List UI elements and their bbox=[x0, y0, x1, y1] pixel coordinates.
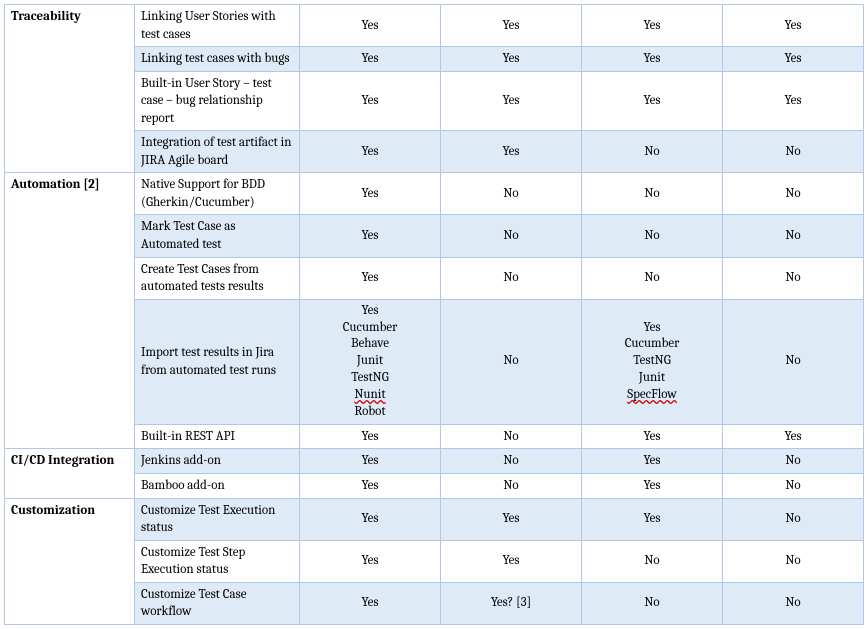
value-cell: YesCucumberTestNGJunitSpecFlow bbox=[582, 299, 723, 424]
value-cell: Yes bbox=[300, 71, 441, 131]
table-row: CustomizationCustomize Test Execution st… bbox=[5, 498, 864, 540]
value-cell: Yes bbox=[582, 498, 723, 540]
feature-cell: Customize Test Case workflow bbox=[135, 582, 300, 624]
value-cell: Yes bbox=[300, 424, 441, 449]
value-cell: No bbox=[441, 257, 582, 299]
value-cell: Yes bbox=[300, 449, 441, 474]
value-cell: No bbox=[723, 299, 864, 424]
value-cell: No bbox=[723, 540, 864, 582]
value-cell: Yes bbox=[300, 582, 441, 624]
value-cell: Yes bbox=[300, 473, 441, 498]
comparison-table: TraceabilityLinking User Stories with te… bbox=[4, 4, 864, 625]
value-cell: No bbox=[441, 173, 582, 215]
feature-cell: Linking User Stories with test cases bbox=[135, 5, 300, 47]
feature-cell: Built-in REST API bbox=[135, 424, 300, 449]
feature-cell: Create Test Cases from automated tests r… bbox=[135, 257, 300, 299]
value-cell: Yes bbox=[582, 71, 723, 131]
feature-cell: Built-in User Story – test case – bug re… bbox=[135, 71, 300, 131]
value-cell: YesCucumberBehaveJunitTestNGNunitRobot bbox=[300, 299, 441, 424]
value-cell: Yes bbox=[441, 131, 582, 173]
value-cell: Yes bbox=[723, 71, 864, 131]
value-cell: No bbox=[582, 582, 723, 624]
value-cell: Yes bbox=[300, 5, 441, 47]
value-cell: Yes bbox=[582, 47, 723, 72]
value-cell: Yes bbox=[582, 424, 723, 449]
feature-cell: Linking test cases with bugs bbox=[135, 47, 300, 72]
value-cell: No bbox=[723, 257, 864, 299]
value-cell: Yes bbox=[441, 540, 582, 582]
value-cell: Yes bbox=[441, 498, 582, 540]
value-cell: No bbox=[441, 449, 582, 474]
value-cell: Yes bbox=[441, 5, 582, 47]
feature-cell: Mark Test Case as Automated test bbox=[135, 215, 300, 257]
value-cell: No bbox=[723, 215, 864, 257]
feature-cell: Customize Test Step Execution status bbox=[135, 540, 300, 582]
value-cell: Yes bbox=[582, 449, 723, 474]
value-cell: Yes? [3] bbox=[441, 582, 582, 624]
feature-cell: Bamboo add-on bbox=[135, 473, 300, 498]
value-cell: No bbox=[723, 498, 864, 540]
category-cell: Traceability bbox=[5, 5, 135, 173]
value-cell: No bbox=[582, 257, 723, 299]
value-cell: Yes bbox=[582, 5, 723, 47]
value-cell: No bbox=[441, 473, 582, 498]
category-cell: Customization bbox=[5, 498, 135, 624]
value-cell: Yes bbox=[723, 5, 864, 47]
value-cell: Yes bbox=[300, 173, 441, 215]
value-cell: No bbox=[582, 540, 723, 582]
table-row: TraceabilityLinking User Stories with te… bbox=[5, 5, 864, 47]
category-cell: CI/CD Integration bbox=[5, 449, 135, 498]
value-cell: Yes bbox=[723, 424, 864, 449]
value-cell: Yes bbox=[723, 47, 864, 72]
feature-cell: Customize Test Execution status bbox=[135, 498, 300, 540]
table-row: Automation [2]Native Support for BDD (Gh… bbox=[5, 173, 864, 215]
value-cell: Yes bbox=[300, 540, 441, 582]
value-cell: No bbox=[582, 215, 723, 257]
table-row: CI/CD IntegrationJenkins add-onYesNoYesN… bbox=[5, 449, 864, 474]
value-cell: No bbox=[723, 449, 864, 474]
feature-cell: Jenkins add-on bbox=[135, 449, 300, 474]
value-cell: No bbox=[582, 173, 723, 215]
value-cell: No bbox=[582, 131, 723, 173]
value-cell: Yes bbox=[582, 473, 723, 498]
feature-cell: Import test results in Jira from automat… bbox=[135, 299, 300, 424]
value-cell: Yes bbox=[441, 71, 582, 131]
feature-cell: Native Support for BDD (Gherkin/Cucumber… bbox=[135, 173, 300, 215]
value-cell: Yes bbox=[300, 215, 441, 257]
value-cell: Yes bbox=[300, 131, 441, 173]
value-cell: No bbox=[723, 582, 864, 624]
feature-cell: Integration of test artifact in JIRA Agi… bbox=[135, 131, 300, 173]
value-cell: No bbox=[441, 299, 582, 424]
value-cell: No bbox=[441, 215, 582, 257]
value-cell: No bbox=[723, 173, 864, 215]
value-cell: No bbox=[723, 131, 864, 173]
value-cell: Yes bbox=[441, 47, 582, 72]
value-cell: No bbox=[441, 424, 582, 449]
value-cell: No bbox=[723, 473, 864, 498]
value-cell: Yes bbox=[300, 498, 441, 540]
category-cell: Automation [2] bbox=[5, 173, 135, 449]
value-cell: Yes bbox=[300, 257, 441, 299]
value-cell: Yes bbox=[300, 47, 441, 72]
